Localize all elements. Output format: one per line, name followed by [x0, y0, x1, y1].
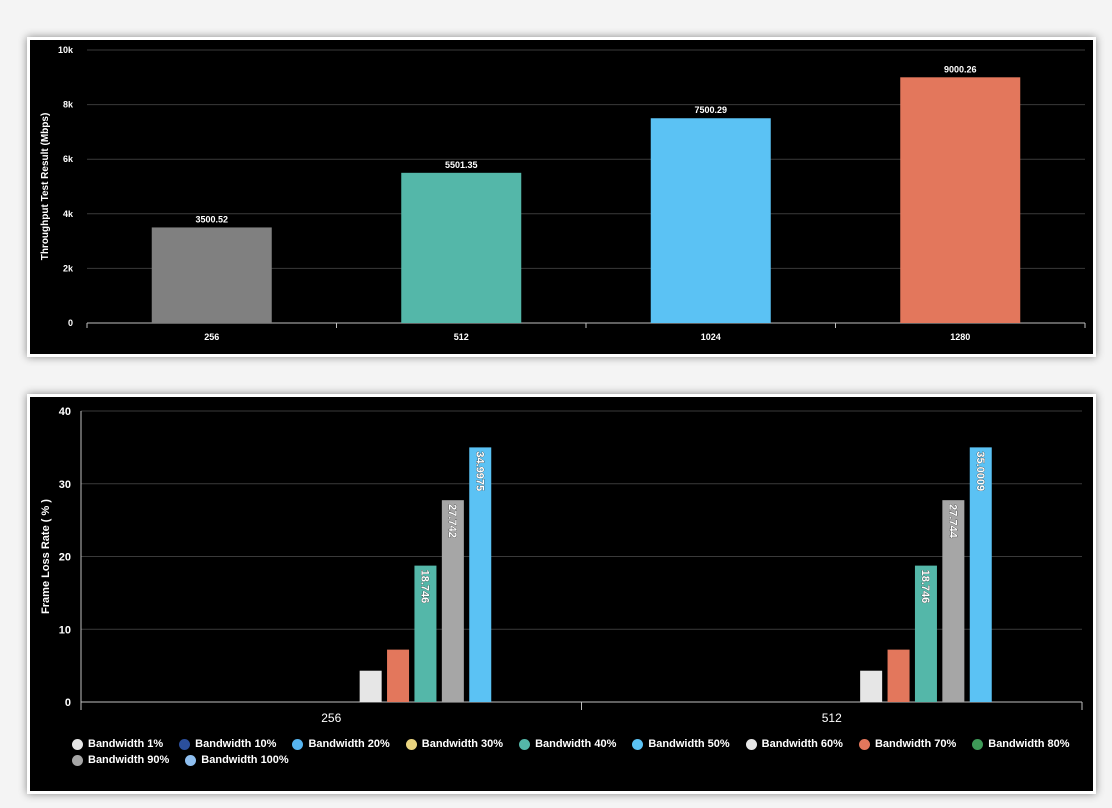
data-label: 7500.29	[694, 105, 727, 115]
y-tick-label: 6k	[63, 154, 74, 164]
legend-marker	[185, 754, 197, 766]
legend-label: Bandwidth 80%	[988, 738, 1070, 750]
legend-marker	[72, 738, 83, 750]
data-label: 34.9975	[473, 451, 485, 491]
throughput-chart-panel: 0 2k 4k 6k 8k 10k Throughput Test Result (Mbps…	[27, 37, 1096, 357]
y-tick-label: 0	[65, 697, 71, 709]
legend-marker	[72, 754, 83, 766]
bar-512[interactable]	[401, 172, 522, 323]
data-label: 18.746	[418, 570, 430, 604]
bar-256-series-8[interactable]	[414, 565, 437, 702]
data-label: 18.746	[919, 570, 931, 604]
legend-label: Bandwidth 30%	[421, 738, 504, 750]
bar-512-series-9[interactable]	[942, 500, 965, 702]
y-tick-label: 8k	[63, 100, 74, 110]
legend-item[interactable]: Bandwidth 20%	[292, 737, 390, 751]
bar-512-series-8[interactable]	[914, 565, 937, 702]
data-label: 27.744	[946, 504, 958, 539]
bar-512-series-7[interactable]	[887, 649, 910, 702]
bar-1024[interactable]	[650, 118, 771, 323]
legend-label: Bandwidth 100%	[201, 754, 289, 766]
y-tick-label: 10	[59, 624, 71, 636]
legend-item[interactable]: Bandwidth 90%	[72, 753, 169, 767]
legend-label: Bandwidth 70%	[874, 738, 957, 750]
frame-loss-legend: Bandwidth 1% Bandwidth 10% Bandwidth 20% Ba…	[72, 737, 1072, 767]
bar-256-series-10[interactable]	[469, 447, 492, 702]
legend-marker	[292, 738, 304, 750]
y-axis-label: Frame Loss Rate ( % )	[40, 499, 52, 614]
bar-1280[interactable]	[900, 77, 1021, 323]
bar-512-series-10[interactable]	[969, 447, 992, 702]
data-label: 27.742	[446, 504, 458, 538]
legend-marker	[632, 738, 644, 750]
legend-item[interactable]: Bandwidth 10%	[179, 737, 276, 751]
frame-loss-chart: 0 10 20 30 40 Frame Loss Rate ( % ) 256 18.746 2…	[40, 406, 1083, 725]
legend-label: Bandwidth 60%	[761, 738, 843, 750]
data-label: 5501.35	[445, 160, 478, 170]
legend-item[interactable]: Bandwidth 30%	[405, 737, 504, 751]
legend-marker	[519, 738, 531, 750]
y-tick-label: 40	[59, 406, 71, 418]
y-tick-label: 2k	[63, 263, 74, 273]
data-label: 3500.52	[195, 214, 228, 224]
legend-item[interactable]: Bandwidth 100%	[185, 753, 289, 767]
legend-marker	[745, 738, 757, 750]
legend-item[interactable]: Bandwidth 40%	[519, 737, 616, 751]
y-axis-label: Throughput Test Result (Mbps)	[40, 113, 51, 261]
y-tick-label: 30	[59, 479, 71, 491]
legend-item[interactable]: Bandwidth 50%	[632, 737, 730, 751]
legend-marker	[858, 738, 870, 750]
throughput-chart: 0 2k 4k 6k 8k 10k Throughput Test Result (Mbps…	[40, 45, 1086, 342]
y-tick-label: 4k	[63, 209, 74, 219]
legend-label: Bandwidth 90%	[88, 754, 170, 766]
y-tick-label: 10k	[58, 45, 74, 55]
legend-label: Bandwidth 20%	[308, 738, 390, 750]
x-tick-label: 1280	[950, 332, 970, 342]
legend-item[interactable]: Bandwidth 60%	[745, 737, 843, 751]
legend-marker	[179, 738, 191, 750]
legend-item[interactable]: Bandwidth 70%	[858, 737, 957, 751]
x-tick-label: 1024	[701, 332, 721, 342]
bar-512-series-6[interactable]	[860, 670, 883, 702]
legend-item[interactable]: Bandwidth 1%	[72, 737, 163, 751]
legend-label: Bandwidth 40%	[535, 738, 617, 750]
bar-256-series-6[interactable]	[359, 670, 382, 702]
x-tick-label: 256	[321, 711, 341, 725]
bar-256[interactable]	[151, 227, 272, 323]
legend-label: Bandwidth 10%	[195, 738, 277, 750]
bar-256-series-7[interactable]	[387, 649, 410, 702]
x-tick-label: 256	[204, 332, 219, 342]
legend-marker	[405, 738, 417, 750]
data-label: 35.0009	[974, 451, 986, 491]
data-label: 9000.26	[944, 64, 977, 74]
x-tick-label: 512	[822, 711, 842, 725]
frame-loss-chart-panel: 0 10 20 30 40 Frame Loss Rate ( % ) 256 18.746 2…	[27, 394, 1096, 794]
bar-256-series-9[interactable]	[441, 500, 464, 702]
x-tick-label: 512	[454, 332, 469, 342]
y-tick-label: 0	[68, 318, 73, 328]
legend-label: Bandwidth 1%	[88, 738, 164, 750]
legend-label: Bandwidth 50%	[648, 738, 730, 750]
legend-marker	[972, 738, 984, 750]
y-tick-label: 20	[59, 552, 71, 564]
legend-item[interactable]: Bandwidth 80%	[972, 737, 1070, 751]
